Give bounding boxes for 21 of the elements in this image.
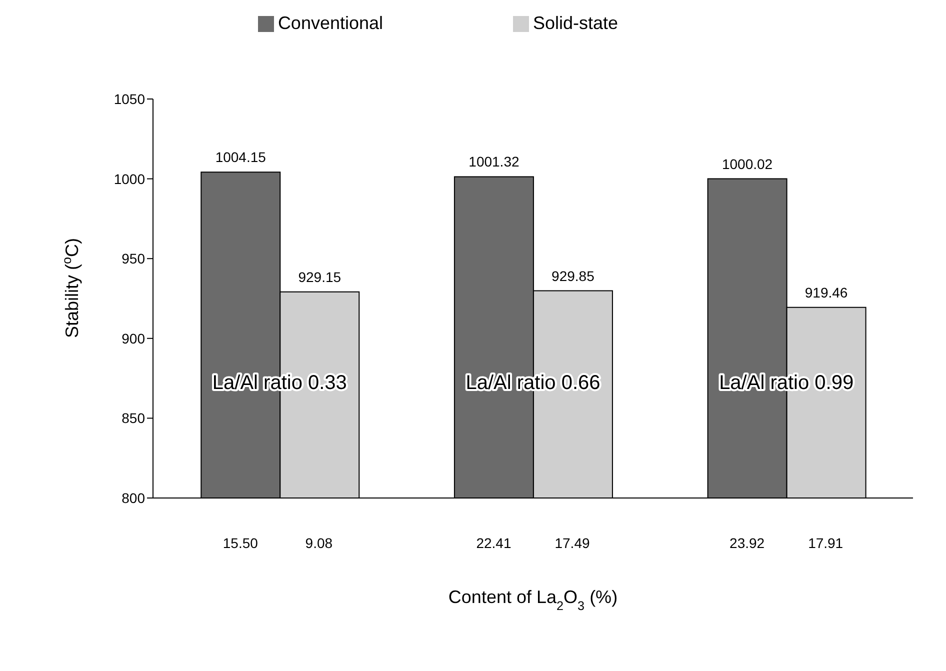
y-tick-label: 850 — [122, 410, 146, 426]
text: 17.49 — [554, 535, 590, 551]
data-label: 929.85 — [552, 268, 595, 284]
y-tick-label: 800 — [122, 490, 146, 506]
data-label: 929.15 — [298, 268, 342, 285]
y-tick-label: 1000 — [114, 170, 146, 187]
data-label: 1004.15 — [215, 149, 266, 166]
y-tick-label: 900 — [122, 330, 146, 346]
text: 17.91 — [808, 535, 844, 551]
text: 15.50 — [222, 535, 258, 551]
legend-label: Conventional — [278, 13, 384, 33]
y-tick-label: 1050 — [114, 90, 146, 107]
text: 23.92 — [730, 535, 765, 551]
data-label: 919.46 — [804, 284, 848, 300]
y-tick-label: 950 — [122, 250, 146, 267]
legend-label: Solid-state — [533, 13, 618, 33]
data-label: 1000.02 — [722, 156, 773, 172]
text: 9.08 — [305, 535, 333, 551]
text: 22.41 — [476, 535, 512, 551]
x-axis-title: Content of La$_{2}$O$_{3}$ (%) — [448, 587, 618, 613]
data-label: 1001.32 — [468, 154, 520, 170]
